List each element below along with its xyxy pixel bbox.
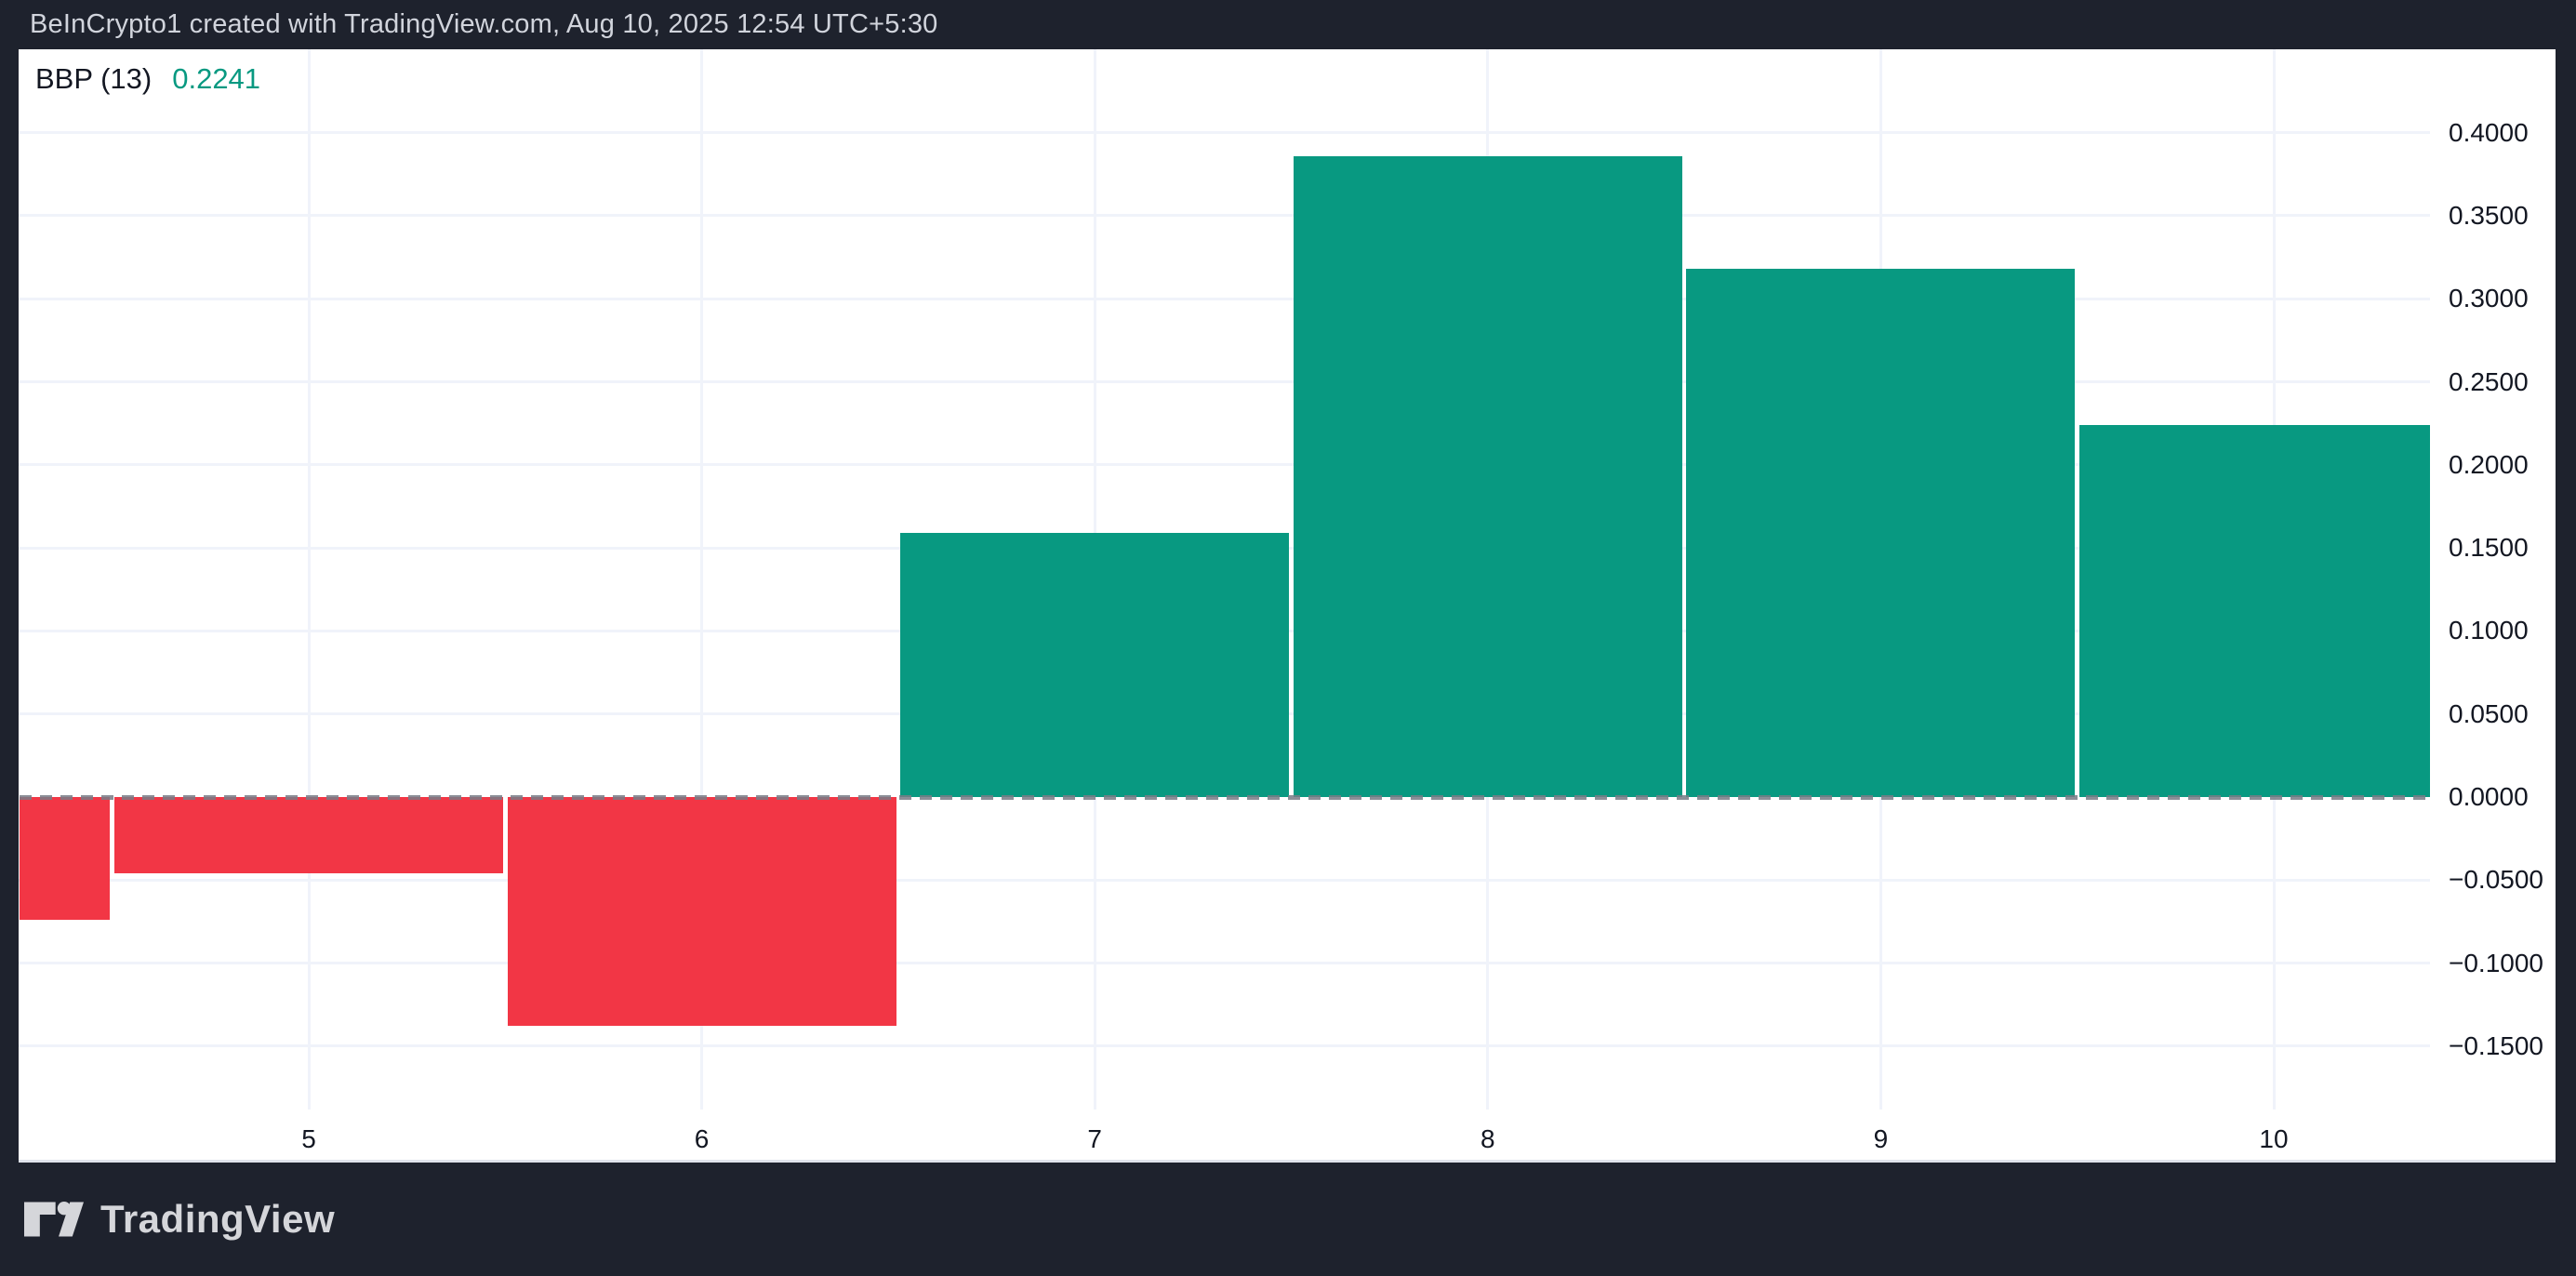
gridline-horizontal xyxy=(19,131,2430,135)
price-axis-label: 0.2000 xyxy=(2449,449,2529,479)
gridline-horizontal xyxy=(19,1044,2430,1048)
bbp-bar-x4 xyxy=(20,797,111,921)
bbp-bar-x8 xyxy=(1293,155,1682,797)
tradingview-logo-icon[interactable] xyxy=(24,1198,84,1241)
gridline-vertical xyxy=(700,49,704,1110)
price-axis-label: 0.3000 xyxy=(2449,284,2529,313)
gridline-vertical xyxy=(307,49,311,1110)
gridline-horizontal xyxy=(19,297,2430,300)
bbp-bar-x5 xyxy=(114,797,503,874)
snapshot-footer: TradingView xyxy=(0,1163,2576,1276)
price-axis-label: 0.3500 xyxy=(2449,200,2529,230)
gridline-horizontal xyxy=(19,380,2430,383)
time-axis-label: 10 xyxy=(2259,1124,2289,1153)
indicator-value: 0.2241 xyxy=(172,62,261,95)
bbp-bar-x6 xyxy=(507,797,896,1027)
gridline-horizontal xyxy=(19,878,2430,882)
price-axis-label: 0.0000 xyxy=(2449,782,2529,811)
snapshot-title: BeInCrypto1 created with TradingView.com… xyxy=(30,9,938,39)
time-axis-label: 6 xyxy=(694,1124,710,1153)
price-axis-label: 0.2500 xyxy=(2449,366,2529,396)
bbp-bar-x7 xyxy=(900,533,1290,797)
price-axis-label: 0.1000 xyxy=(2449,616,2529,645)
price-axis-label: 0.1500 xyxy=(2449,533,2529,563)
indicator-legend[interactable]: BBP (13) 0.2241 xyxy=(35,62,260,96)
price-axis-label: 0.0500 xyxy=(2449,698,2529,728)
snapshot-header: BeInCrypto1 created with TradingView.com… xyxy=(0,0,2576,49)
time-axis-label: 8 xyxy=(1481,1124,1495,1153)
gridline-horizontal xyxy=(19,214,2430,218)
chart-panel[interactable]: 0.4000 0.3500 0.3000 0.2500 0.2000 0.1500 0.10… xyxy=(19,49,2556,1163)
price-axis-label: −0.1500 xyxy=(2449,1030,2543,1060)
price-axis-label: 0.4000 xyxy=(2449,117,2529,147)
bbp-bar-x10 xyxy=(2079,424,2430,797)
indicator-name: BBP (13) xyxy=(35,62,153,95)
time-axis-label: 9 xyxy=(1873,1124,1889,1153)
gridline-horizontal xyxy=(19,962,2430,965)
zero-line-dashed xyxy=(20,795,2430,800)
bbp-bar-x9 xyxy=(1686,269,2076,797)
gridline-horizontal xyxy=(19,463,2430,467)
price-axis-label: −0.1000 xyxy=(2449,948,2543,977)
price-axis-label: −0.0500 xyxy=(2449,865,2543,895)
time-axis-label: 7 xyxy=(1087,1124,1102,1153)
tradingview-wordmark[interactable]: TradingView xyxy=(100,1197,336,1241)
time-axis-label: 5 xyxy=(301,1124,316,1153)
